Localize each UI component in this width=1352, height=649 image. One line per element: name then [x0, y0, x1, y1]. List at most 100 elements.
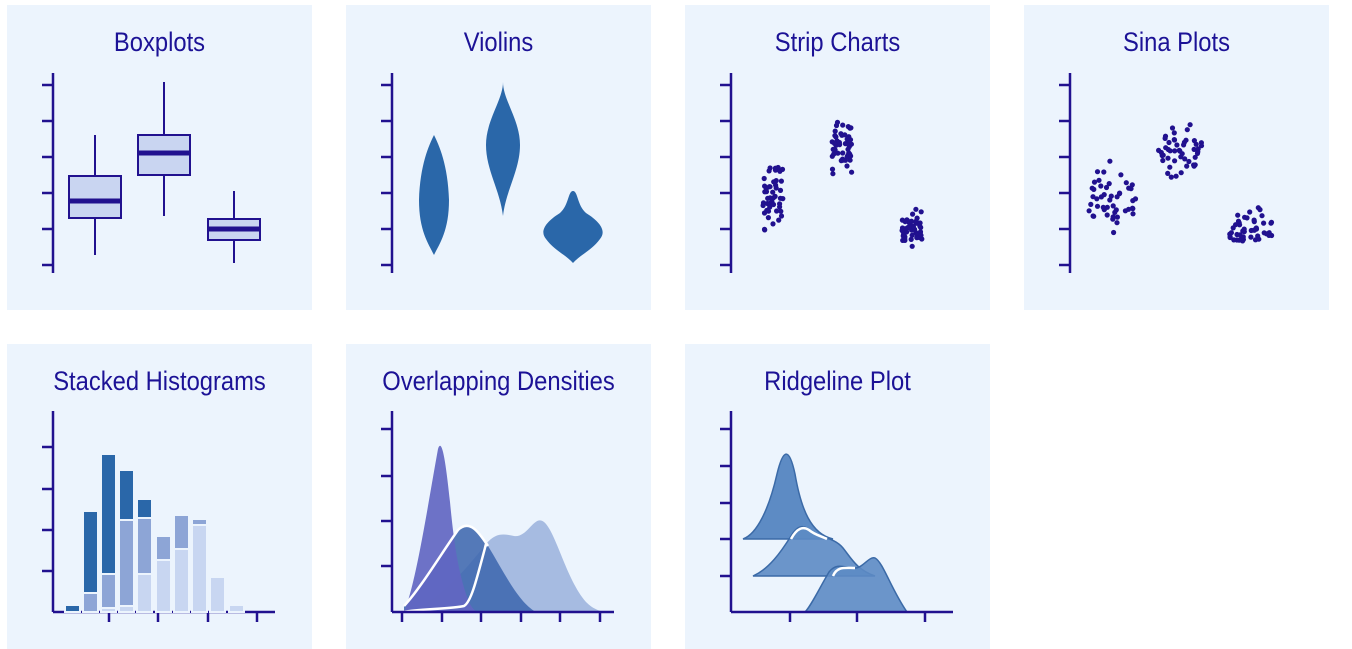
data-point — [1242, 214, 1248, 220]
ridge-3 — [803, 557, 909, 613]
panel-boxplots: Boxplots — [7, 5, 312, 310]
data-point — [846, 134, 852, 140]
panel-title-densities: Overlapping Densities — [382, 366, 615, 396]
data-point — [1129, 182, 1135, 188]
panel-sina-plots: Sina Plots — [1024, 5, 1329, 310]
data-point — [845, 146, 851, 152]
data-point — [763, 186, 769, 192]
data-point — [913, 206, 919, 212]
data-point — [776, 217, 782, 223]
data-point — [1168, 174, 1174, 180]
data-point — [1184, 163, 1190, 169]
data-point — [1261, 220, 1267, 226]
data-point — [1117, 190, 1123, 196]
data-point — [909, 232, 915, 238]
data-point — [1248, 234, 1254, 240]
data-point — [1110, 214, 1116, 220]
data-point — [848, 153, 854, 159]
panel-overlapping-densities: Overlapping Densities — [346, 344, 651, 649]
data-point — [1094, 196, 1100, 202]
data-point — [1160, 157, 1166, 164]
data-point — [761, 175, 767, 182]
data-point — [832, 147, 838, 153]
panel-title-sina: Sina Plots — [1122, 27, 1230, 57]
data-point — [1231, 237, 1237, 243]
data-point — [1091, 186, 1097, 192]
data-point — [1104, 212, 1110, 218]
violin-1 — [419, 135, 449, 255]
data-point — [1114, 194, 1120, 200]
data-point — [1187, 122, 1193, 128]
panel-title-violins: Violins — [463, 27, 534, 57]
data-point — [1096, 177, 1102, 183]
densities-figure — [381, 411, 614, 622]
data-point — [774, 208, 780, 214]
data-point — [1174, 142, 1180, 148]
data-point — [1126, 206, 1132, 212]
data-point — [1090, 213, 1096, 219]
data-point — [772, 165, 778, 171]
data-point — [1251, 227, 1257, 233]
data-point — [917, 223, 923, 229]
data-point — [1110, 203, 1116, 209]
data-point — [765, 208, 772, 214]
data-point — [767, 195, 773, 201]
data-point — [1108, 193, 1114, 199]
panel-title-boxplots: Boxplots — [113, 27, 206, 57]
boxplots-figure — [42, 73, 261, 273]
data-point — [1255, 233, 1261, 239]
data-point — [1192, 154, 1198, 160]
data-point — [760, 200, 767, 206]
panel-title-ridgeline: Ridgeline Plot — [764, 366, 911, 396]
panel-title-histograms: Stacked Histograms — [53, 366, 266, 396]
data-point — [1162, 135, 1168, 141]
data-point — [1132, 196, 1139, 202]
data-point — [1103, 184, 1110, 191]
data-point — [1186, 158, 1192, 165]
data-point — [1123, 180, 1129, 186]
data-point — [1268, 219, 1275, 225]
data-point — [1184, 127, 1190, 133]
data-point — [1104, 204, 1110, 210]
data-point — [908, 236, 914, 242]
data-point — [1128, 186, 1134, 192]
data-point — [909, 243, 915, 249]
histograms-figure — [42, 411, 275, 622]
data-point — [1130, 211, 1136, 217]
data-point — [1098, 183, 1104, 189]
data-point — [1182, 156, 1188, 162]
data-point — [1169, 125, 1176, 131]
density-1 — [404, 445, 480, 612]
data-point — [1106, 181, 1112, 187]
data-point — [778, 208, 784, 214]
data-point — [1241, 226, 1247, 232]
data-point — [779, 166, 786, 172]
data-point — [1090, 194, 1096, 200]
data-point — [847, 157, 853, 163]
data-point — [1233, 222, 1239, 228]
data-point — [1247, 209, 1253, 215]
data-point — [840, 156, 846, 162]
data-point — [1263, 231, 1270, 237]
data-point — [829, 166, 836, 172]
data-point — [833, 134, 839, 140]
data-point — [1165, 170, 1171, 176]
panel-violins: Violins — [346, 5, 651, 310]
data-point — [762, 227, 768, 233]
panel-strip-charts: Strip Charts — [685, 5, 990, 310]
data-point — [906, 224, 912, 230]
data-point — [1252, 237, 1259, 243]
data-point — [1259, 213, 1265, 219]
data-point — [1237, 232, 1243, 238]
data-point — [834, 119, 841, 125]
box-1 — [68, 175, 122, 219]
data-point — [1165, 155, 1171, 161]
data-point — [1107, 158, 1113, 164]
data-point — [902, 219, 908, 225]
data-point — [1091, 179, 1098, 185]
sina-figure — [1059, 73, 1275, 273]
ridgeline-figure — [720, 411, 953, 622]
data-point — [1113, 207, 1119, 213]
data-point — [1191, 138, 1197, 144]
data-point — [1181, 142, 1187, 148]
